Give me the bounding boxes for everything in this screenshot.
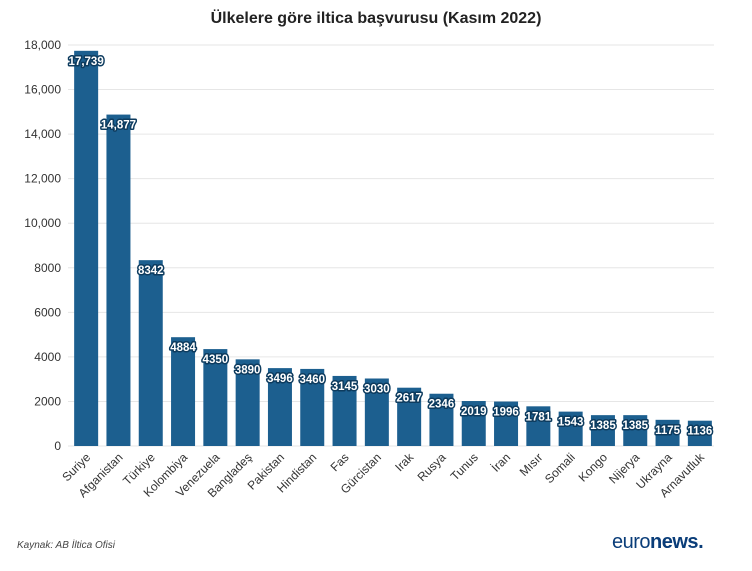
bar <box>364 378 389 446</box>
data-label: 3145 <box>332 381 358 393</box>
data-label: 2019 <box>461 406 487 418</box>
bar <box>332 375 357 446</box>
y-tick-label: 0 <box>54 439 61 453</box>
y-tick-label: 8000 <box>34 261 61 275</box>
data-label: 1385 <box>622 420 648 432</box>
gridlines <box>68 44 714 447</box>
logo-part-news: news <box>650 531 699 553</box>
data-label: 1781 <box>526 411 552 423</box>
y-tick-label: 18,000 <box>24 38 61 52</box>
bar <box>429 393 454 446</box>
data-label: 3496 <box>267 373 293 385</box>
data-label: 1136 <box>687 426 712 438</box>
bar <box>300 368 325 446</box>
y-tick-label: 10,000 <box>24 216 61 230</box>
bar <box>203 349 228 446</box>
x-tick-label: Tunus <box>448 450 481 483</box>
data-label: 3030 <box>364 383 390 395</box>
data-label: 4884 <box>170 342 196 354</box>
data-label: 1175 <box>655 425 681 437</box>
x-tick-label: Mısır <box>517 450 546 479</box>
logo-part-euro: euro <box>612 531 651 553</box>
source-note: Kaynak: AB İltica Ofisi <box>17 540 115 551</box>
x-tick-label: Fas <box>328 450 352 474</box>
data-label: 3890 <box>235 364 261 376</box>
bar <box>461 401 486 446</box>
y-tick-label: 12,000 <box>24 172 61 186</box>
x-tick-label: Kongo <box>576 450 611 485</box>
y-tick-label: 6000 <box>34 305 61 319</box>
bar <box>590 415 615 446</box>
y-tick-label: 4000 <box>34 350 61 364</box>
bar <box>526 406 551 446</box>
bar <box>235 359 260 446</box>
y-tick-label: 14,000 <box>24 127 61 141</box>
chart-title: Ülkelere göre iltica başvurusu (Kasım 20… <box>210 10 542 27</box>
bar <box>494 401 519 446</box>
y-tick-label: 16,000 <box>24 83 61 97</box>
x-axis-ticks: SuriyeAfganistanTürkiyeKolombiyaVenezuel… <box>59 450 707 501</box>
x-tick-label: Rusya <box>415 450 449 484</box>
data-labels: 17,739 14,877 8342 4884 4350 3890 3496 3460 3145… <box>67 54 714 439</box>
bar <box>171 337 196 446</box>
logo-dot: . <box>698 531 704 553</box>
bar <box>397 387 422 446</box>
bar <box>106 114 131 447</box>
data-label: 4350 <box>203 354 229 366</box>
bars <box>74 50 712 447</box>
x-tick-label: Irak <box>392 450 417 475</box>
bar <box>138 260 163 446</box>
bar <box>623 415 648 446</box>
bar <box>267 368 292 446</box>
data-label: 2346 <box>429 399 455 411</box>
data-label: 1543 <box>558 417 584 429</box>
data-label: 2617 <box>396 393 422 405</box>
data-label: 8342 <box>138 265 164 277</box>
data-label: 1385 <box>590 420 616 432</box>
bar <box>74 50 99 446</box>
data-label: 14,877 <box>101 120 136 132</box>
data-label: 17,739 <box>69 56 104 68</box>
y-tick-label: 2000 <box>34 394 61 408</box>
euronews-logo: euronews. <box>612 531 704 554</box>
y-axis-ticks: 0 2000 4000 6000 8000 10,000 12,000 14,000 16,00… <box>24 38 61 453</box>
x-tick-label: İran <box>489 450 514 475</box>
bar <box>655 419 680 446</box>
x-tick-label: Somali <box>542 450 578 486</box>
data-label: 1996 <box>493 407 519 419</box>
bar <box>558 411 583 446</box>
data-label: 3460 <box>299 374 325 386</box>
bar <box>687 420 712 446</box>
